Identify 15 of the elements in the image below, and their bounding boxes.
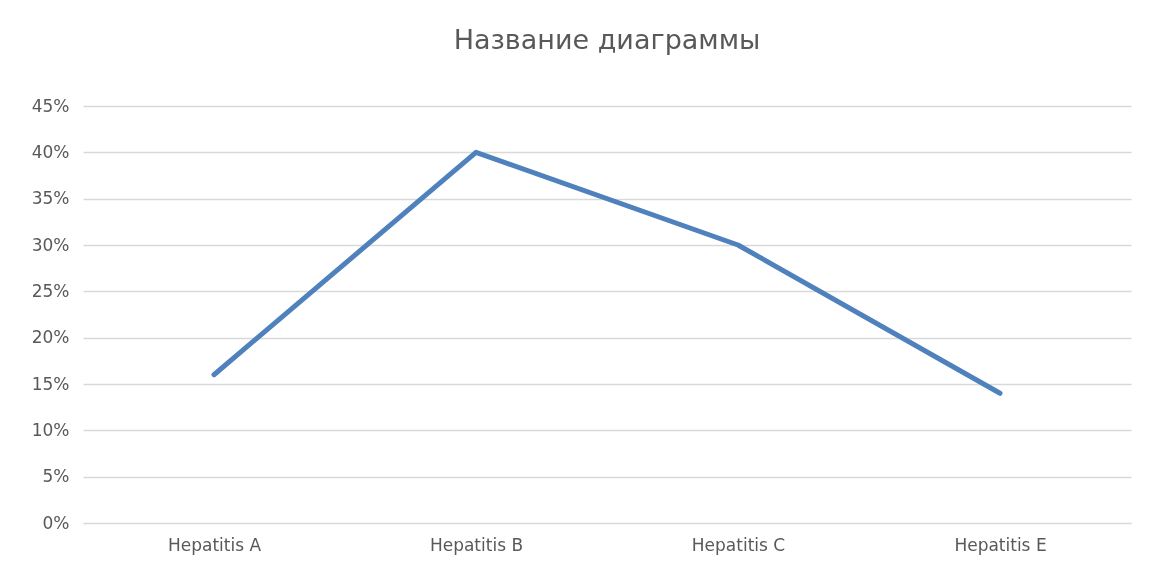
x-tick-label: Hepatitis B [429,534,524,555]
y-tick-label: 35% [31,188,70,209]
x-tick-label: Hepatitis E [954,534,1047,555]
y-tick-label: 10% [31,419,70,440]
y-tick-label: 0% [42,512,70,533]
y-tick-label: 45% [31,95,70,116]
y-tick-label: 20% [31,327,70,348]
chart-title: Название диаграммы [453,24,761,55]
y-tick-label: 40% [31,141,70,162]
y-tick-label: 5% [42,466,70,487]
y-tick-label: 25% [31,280,70,301]
x-tick-label: Hepatitis C [691,534,786,555]
y-tick-label: 15% [31,373,70,394]
y-tick-label: 30% [31,234,70,255]
x-tick-label: Hepatitis A [167,534,262,555]
